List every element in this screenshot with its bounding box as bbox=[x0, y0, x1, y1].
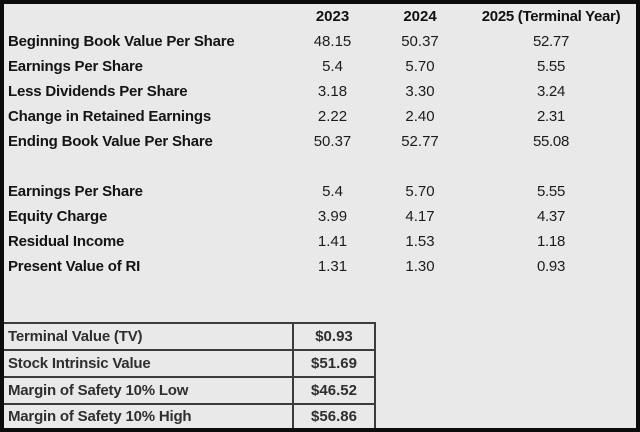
cell-value: 5.70 bbox=[405, 183, 435, 200]
row-label: Less Dividends Per Share bbox=[8, 83, 188, 100]
row-label: Residual Income bbox=[8, 233, 125, 250]
row-ending-book-value: Ending Book Value Per Share 50.37 52.77 … bbox=[4, 129, 636, 154]
row-terminal-value: Terminal Value (TV) $0.93 bbox=[4, 324, 374, 351]
row-margin-of-safety-low: Margin of Safety 10% Low $46.52 bbox=[4, 378, 374, 405]
cell-value: 2.40 bbox=[405, 108, 435, 125]
cell-value: 0.93 bbox=[537, 258, 565, 275]
row-earnings-per-share: Earnings Per Share 5.4 5.70 5.55 bbox=[4, 54, 636, 79]
cell-value: 52.77 bbox=[532, 33, 570, 50]
cell-value: 3.99 bbox=[317, 208, 348, 225]
row-beginning-book-value: Beginning Book Value Per Share 48.15 50.… bbox=[4, 29, 636, 54]
cell-value: 5.4 bbox=[322, 58, 343, 75]
cell-value: 1.41 bbox=[317, 233, 348, 250]
cell-value: $51.69 bbox=[292, 351, 374, 376]
cell-value: 1.30 bbox=[405, 258, 435, 275]
row-label: Earnings Per Share bbox=[8, 58, 143, 75]
cell-value: 50.37 bbox=[401, 33, 439, 50]
header-row: 2023 2024 2025 (Terminal Year) bbox=[4, 4, 636, 29]
cell-value: 1.31 bbox=[317, 258, 348, 275]
header-year-2024: 2024 bbox=[403, 8, 437, 25]
cell-value: 5.55 bbox=[537, 58, 565, 75]
row-present-value-of-ri: Present Value of RI 1.31 1.30 0.93 bbox=[4, 254, 636, 279]
row-label: Margin of Safety 10% Low bbox=[8, 382, 189, 399]
row-margin-of-safety-high: Margin of Safety 10% High $56.86 bbox=[4, 405, 374, 428]
row-stock-intrinsic-value: Stock Intrinsic Value $51.69 bbox=[4, 351, 374, 378]
cell-value: $0.93 bbox=[292, 324, 374, 349]
row-label: Earnings Per Share bbox=[8, 183, 143, 200]
cell-value: 3.18 bbox=[317, 83, 348, 100]
cell-value: $46.52 bbox=[292, 378, 374, 403]
cell-value: 5.70 bbox=[405, 58, 435, 75]
cell-value: 4.37 bbox=[537, 208, 565, 225]
row-label: Present Value of RI bbox=[8, 258, 141, 275]
cell-value: 48.15 bbox=[313, 33, 352, 50]
cell-value: 3.24 bbox=[537, 83, 565, 100]
cell-value: 1.53 bbox=[405, 233, 435, 250]
cell-value: 1.18 bbox=[537, 233, 565, 250]
valuation-summary-table: Terminal Value (TV) $0.93 Stock Intrinsi… bbox=[4, 322, 376, 428]
row-label: Terminal Value (TV) bbox=[8, 328, 143, 345]
row-label: Equity Charge bbox=[8, 208, 108, 225]
row-equity-charge: Equity Charge 3.99 4.17 4.37 bbox=[4, 204, 636, 229]
row-residual-income: Residual Income 1.41 1.53 1.18 bbox=[4, 229, 636, 254]
cell-value: 4.17 bbox=[405, 208, 435, 225]
cell-value: 2.22 bbox=[317, 108, 348, 125]
header-year-2025-terminal: 2025 (Terminal Year) bbox=[481, 8, 621, 25]
row-label: Change in Retained Earnings bbox=[8, 108, 211, 125]
row-label: Margin of Safety 10% High bbox=[8, 408, 192, 425]
row-label: Stock Intrinsic Value bbox=[8, 355, 151, 372]
cell-value: 5.55 bbox=[537, 183, 565, 200]
row-label: Ending Book Value Per Share bbox=[8, 133, 213, 150]
cell-value: 52.77 bbox=[401, 133, 439, 150]
header-year-2023: 2023 bbox=[315, 8, 350, 25]
cell-value: 5.4 bbox=[322, 183, 343, 200]
blank-row bbox=[4, 154, 636, 179]
row-change-retained-earnings: Change in Retained Earnings 2.22 2.40 2.… bbox=[4, 104, 636, 129]
cell-value: $56.86 bbox=[292, 405, 374, 428]
cell-value: 55.08 bbox=[532, 133, 570, 150]
row-earnings-per-share-2: Earnings Per Share 5.4 5.70 5.55 bbox=[4, 179, 636, 204]
row-label: Beginning Book Value Per Share bbox=[8, 33, 235, 50]
row-less-dividends: Less Dividends Per Share 3.18 3.30 3.24 bbox=[4, 79, 636, 104]
cell-value: 2.31 bbox=[537, 108, 565, 125]
cell-value: 50.37 bbox=[313, 133, 352, 150]
cell-value: 3.30 bbox=[405, 83, 435, 100]
